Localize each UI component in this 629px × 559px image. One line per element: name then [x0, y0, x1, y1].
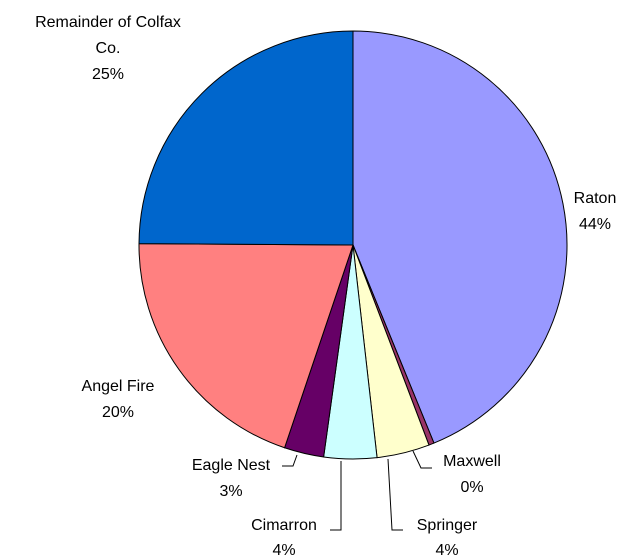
label-remainder-value: 25%	[92, 66, 124, 83]
leader-line-eagle-nest	[282, 454, 298, 467]
label-raton-name: Raton	[574, 190, 617, 207]
leader-line-cimarron	[330, 461, 342, 531]
label-eagle-nest-value: 3%	[219, 483, 242, 500]
label-angel-fire-value: 20%	[102, 404, 134, 421]
label-maxwell-name: Maxwell	[443, 453, 501, 470]
label-remainder-line1: Remainder of Colfax	[35, 14, 181, 31]
leader-line-springer	[387, 458, 403, 531]
label-cimarron-value: 4%	[272, 542, 295, 559]
pie-slice-angel-fire	[138, 243, 354, 449]
pie-slice-remainder-of-colfax-co	[138, 30, 354, 246]
label-eagle-nest-name: Eagle Nest	[192, 457, 271, 474]
label-maxwell-value: 0%	[460, 479, 483, 496]
label-remainder-line2: Co.	[96, 40, 121, 57]
label-raton-value: 44%	[579, 216, 611, 233]
pie-slices	[138, 30, 568, 460]
label-angel-fire-name: Angel Fire	[82, 378, 155, 395]
leader-lines	[282, 450, 432, 531]
label-cimarron-name: Cimarron	[251, 517, 317, 534]
label-springer-value: 4%	[435, 542, 458, 559]
label-springer-name: Springer	[417, 517, 478, 534]
pie-slice-raton	[352, 30, 568, 444]
leader-line-maxwell	[412, 450, 432, 469]
